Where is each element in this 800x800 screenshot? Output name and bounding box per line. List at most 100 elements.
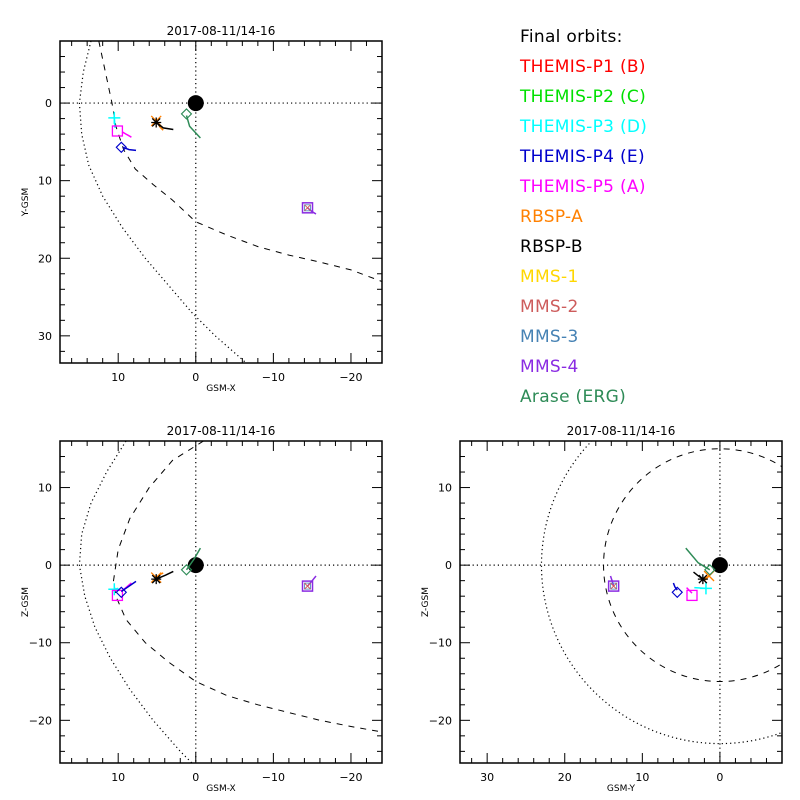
legend-item-themis-p4: THEMIS-P4 (E) (520, 147, 645, 167)
y-tick-label: 0 (45, 559, 52, 572)
y-tick-label: 10 (438, 482, 452, 495)
magnetopause-curve (603, 448, 782, 682)
square-marker (686, 589, 698, 602)
tick-marks (60, 440, 383, 763)
y-tick-label: 30 (38, 330, 52, 343)
diamond-marker (115, 586, 128, 599)
square-marker-inner (304, 204, 311, 212)
magnetopause-curve (112, 441, 382, 733)
orbit-trail (672, 582, 678, 591)
y-tick-label: −10 (429, 637, 452, 650)
y-tick-label: −20 (429, 714, 452, 727)
square-marker-inner (304, 582, 311, 590)
x-tick-label: −10 (262, 371, 285, 384)
tick-marks (60, 40, 383, 363)
x-axis-label: GSM-Y (607, 784, 636, 794)
legend-item-themis-p5: THEMIS-P5 (A) (520, 177, 646, 197)
x-marker (304, 204, 311, 212)
square-marker (111, 125, 124, 137)
spacecraft-arase-erg (685, 547, 716, 576)
x-axis-label: GSM-X (206, 384, 235, 394)
spacecraft-arase-erg (180, 108, 201, 139)
legend-item-themis-p3: THEMIS-P3 (D) (520, 117, 648, 137)
x-tick-label: 0 (716, 771, 723, 784)
y-axis-label: Z-GSM (421, 587, 431, 617)
y-tick-label: 0 (445, 559, 452, 572)
spacecraft-themis-p4 (115, 580, 137, 599)
x-tick-label: −20 (339, 771, 362, 784)
chart-title: 2017-08-11/14-16 (167, 424, 276, 438)
plus-marker (108, 583, 121, 596)
orbit-trail (155, 570, 174, 580)
diamond-marker (115, 141, 128, 154)
x-tick-label: 10 (635, 771, 649, 784)
tick-marks (460, 440, 783, 763)
plot-frame (59, 40, 383, 364)
plot-area (60, 441, 382, 763)
orbit-trail (685, 547, 711, 571)
spacecraft-mms (301, 575, 317, 592)
spacecraft-arase-erg (180, 547, 202, 576)
spacecraft-themis-p5 (686, 587, 698, 602)
x-axis-label: GSM-X (206, 784, 235, 794)
x-marker (610, 582, 617, 590)
plot-frame (59, 440, 383, 764)
asterisk-marker (697, 574, 708, 585)
bow-shock-curve (78, 41, 247, 363)
earth-marker (711, 557, 728, 574)
legend-item-mms-3: MMS-3 (520, 327, 579, 347)
x-tick-label: 30 (480, 771, 494, 784)
spacecraft-themis-p3 (694, 582, 712, 595)
square-marker (301, 580, 314, 592)
legend-item-rbsp-b: RBSP-B (520, 237, 583, 257)
x-tick-label: 0 (192, 771, 199, 784)
x-tick-label: −10 (262, 771, 285, 784)
earth-marker (187, 95, 204, 112)
orbit-trail (185, 547, 202, 571)
y-tick-label: 10 (38, 175, 52, 188)
x-tick-label: 20 (558, 771, 572, 784)
y-tick-label: −10 (29, 637, 52, 650)
plus-marker (108, 111, 121, 124)
orbit-trail (185, 115, 201, 139)
y-tick-label: 10 (38, 482, 52, 495)
y-tick-label: 0 (45, 97, 52, 110)
x-tick-label: 10 (111, 371, 125, 384)
legend-title: Final orbits: (520, 27, 623, 47)
square-marker (301, 202, 314, 214)
plot-area (460, 441, 782, 763)
square-marker-inner (610, 582, 618, 590)
diamond-marker (671, 586, 684, 599)
diamond-marker (704, 564, 716, 576)
chart-title: 2017-08-11/14-16 (167, 24, 276, 38)
spacecraft-rbsp-b (693, 571, 708, 585)
spacecraft-themis-p5 (111, 125, 132, 138)
y-axis-label: Y-GSM (21, 188, 31, 217)
spacecraft-rbsp-b (151, 117, 174, 131)
panel-xz: 10 0 −10 −20 10 0 −10 −20 2017-08-11/14-16 GSM-X Z… (21, 424, 383, 794)
panel-yz: 30 20 10 0 10 0 −10 −20 2017-08-11/14-16 GSM-Y Z-G… (421, 424, 783, 794)
asterisk-marker (151, 574, 162, 585)
x-tick-label: 0 (192, 371, 199, 384)
y-axis-label: Z-GSM (21, 587, 31, 617)
legend-item-rbsp-a: RBSP-A (520, 207, 584, 227)
spacecraft-themis-p3 (108, 583, 121, 596)
panel-xy: 10 0 −10 −20 0 10 20 30 2017-08-11/14-16 GSM-X Y-G… (21, 24, 383, 394)
plus-marker (699, 582, 712, 595)
y-tick-label: −20 (29, 714, 52, 727)
legend: Final orbits: THEMIS-P1 (B) THEMIS-P2 (C… (520, 22, 647, 412)
bow-shock-curve (78, 441, 193, 763)
x-tick-label: −20 (339, 371, 362, 384)
chart-title: 2017-08-11/14-16 (567, 424, 676, 438)
x-tick-label: 10 (111, 771, 125, 784)
magnetopause-curve (98, 41, 382, 282)
legend-item-mms-2: MMS-2 (520, 297, 579, 317)
diamond-marker (180, 564, 193, 576)
diamond-marker (180, 108, 193, 120)
legend-item-mms-1: MMS-1 (520, 267, 579, 287)
legend-item-themis-p2: THEMIS-P2 (C) (520, 87, 647, 107)
plot-frame (459, 440, 783, 764)
legend-item-mms-4: MMS-4 (520, 357, 579, 377)
asterisk-marker (151, 117, 162, 128)
